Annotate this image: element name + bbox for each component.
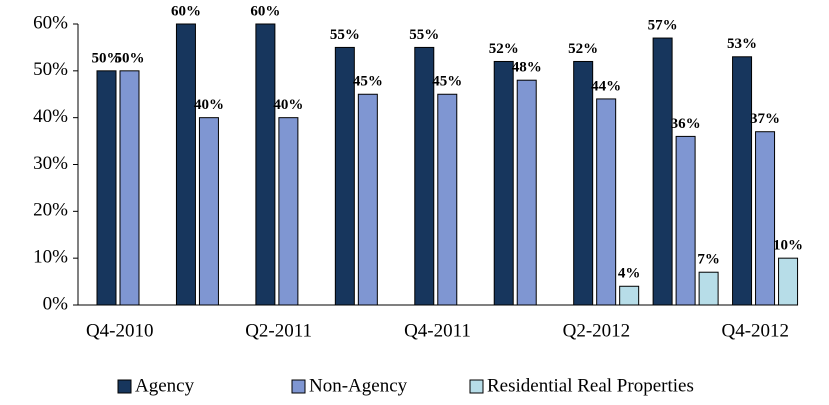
y-tick-label: 40% <box>33 106 68 127</box>
bar <box>278 117 299 306</box>
data-label: 4% <box>618 266 641 282</box>
data-label: 10% <box>773 238 803 254</box>
data-label: 7% <box>697 252 720 268</box>
bar <box>96 70 117 306</box>
y-tick-label: 20% <box>33 200 68 221</box>
y-tick-label: 30% <box>33 153 68 174</box>
data-label: 45% <box>353 74 383 90</box>
data-label: 53% <box>727 36 757 52</box>
data-label: 55% <box>330 27 360 43</box>
data-label: 50% <box>115 50 145 66</box>
x-tick-label: Q2-2012 <box>563 320 631 341</box>
bar <box>652 37 673 306</box>
bar <box>255 23 276 306</box>
bar <box>755 131 776 306</box>
data-label: 36% <box>671 116 701 132</box>
x-tick-label: Q4-2011 <box>404 320 471 341</box>
legend-label: Non-Agency <box>309 375 408 396</box>
bar <box>732 56 753 306</box>
legend-swatch <box>291 379 306 394</box>
y-tick-label: 50% <box>33 59 68 80</box>
bar <box>334 46 355 306</box>
y-tick-label: 10% <box>33 247 68 268</box>
bar <box>493 60 514 306</box>
bar <box>698 271 719 306</box>
legend-label: Residential Real Properties <box>487 375 694 396</box>
x-tick-label: Q4-2010 <box>86 320 154 341</box>
bar <box>357 93 378 306</box>
legend-label: Agency <box>135 375 195 396</box>
data-label: 44% <box>591 78 621 94</box>
data-label: 40% <box>194 97 224 113</box>
legend-swatch <box>469 379 484 394</box>
data-label: 40% <box>273 97 303 113</box>
bar <box>675 135 696 306</box>
bar <box>414 46 435 306</box>
data-label: 45% <box>432 74 462 90</box>
bar <box>119 70 140 306</box>
data-label: 57% <box>648 17 678 33</box>
data-label: 50% <box>92 50 122 66</box>
x-tick-label: Q4-2012 <box>721 320 789 341</box>
bar <box>619 285 640 306</box>
bar <box>516 79 537 306</box>
x-tick-label: Q2-2011 <box>245 320 312 341</box>
legend-swatch <box>117 379 132 394</box>
bar <box>596 98 617 306</box>
bar <box>175 23 196 306</box>
data-label: 37% <box>750 111 780 127</box>
y-tick-label: 60% <box>33 12 68 33</box>
data-label: 52% <box>568 41 598 57</box>
y-tick-label: 0% <box>43 293 69 314</box>
bar <box>573 60 594 306</box>
bar <box>198 117 219 306</box>
data-label: 55% <box>409 27 439 43</box>
data-label: 60% <box>171 3 201 19</box>
data-label: 52% <box>489 41 519 57</box>
data-label: 48% <box>512 60 542 76</box>
data-label: 60% <box>250 3 280 19</box>
bar <box>778 257 799 306</box>
bar <box>437 93 458 306</box>
